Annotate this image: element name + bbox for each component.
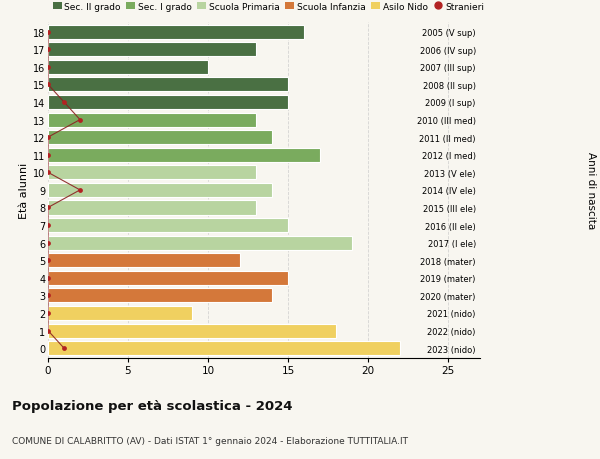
Point [43, 169, 53, 177]
Point [43, 134, 53, 141]
Bar [48, 254, 240, 268]
Text: COMUNE DI CALABRITTO (AV) - Dati ISTAT 1° gennaio 2024 - Elaborazione TUTTITALIA: COMUNE DI CALABRITTO (AV) - Dati ISTAT 1… [12, 436, 408, 445]
Point [75, 117, 85, 124]
Bar [48, 43, 256, 57]
Point [43, 274, 53, 282]
Y-axis label: Età alunni: Età alunni [19, 162, 29, 218]
Bar [48, 96, 288, 110]
Bar [48, 289, 272, 303]
Point [59, 99, 69, 106]
Text: Popolazione per età scolastica - 2024: Popolazione per età scolastica - 2024 [12, 399, 293, 412]
Point [43, 240, 53, 247]
Point [43, 292, 53, 299]
Point [43, 152, 53, 159]
Bar [48, 26, 304, 39]
Point [43, 64, 53, 71]
Text: Anni di nascita: Anni di nascita [586, 152, 596, 229]
Bar [48, 201, 256, 215]
Bar [48, 113, 256, 127]
Point [43, 204, 53, 212]
Point [43, 257, 53, 264]
Bar [48, 184, 272, 197]
Bar [48, 306, 192, 320]
Point [43, 310, 53, 317]
Bar [48, 148, 320, 162]
Point [43, 82, 53, 89]
Point [59, 345, 69, 352]
Point [75, 187, 85, 194]
Bar [48, 218, 288, 233]
Legend: Sec. II grado, Sec. I grado, Scuola Primaria, Scuola Infanzia, Asilo Nido, Stran: Sec. II grado, Sec. I grado, Scuola Prim… [53, 3, 484, 12]
Point [43, 327, 53, 335]
Bar [48, 341, 400, 355]
Bar [48, 271, 288, 285]
Bar [48, 78, 288, 92]
Bar [48, 131, 272, 145]
Bar [48, 166, 256, 180]
Point [43, 222, 53, 229]
Bar [48, 61, 208, 75]
Point [43, 29, 53, 36]
Point [43, 46, 53, 54]
Bar [48, 324, 336, 338]
Bar [48, 236, 352, 250]
